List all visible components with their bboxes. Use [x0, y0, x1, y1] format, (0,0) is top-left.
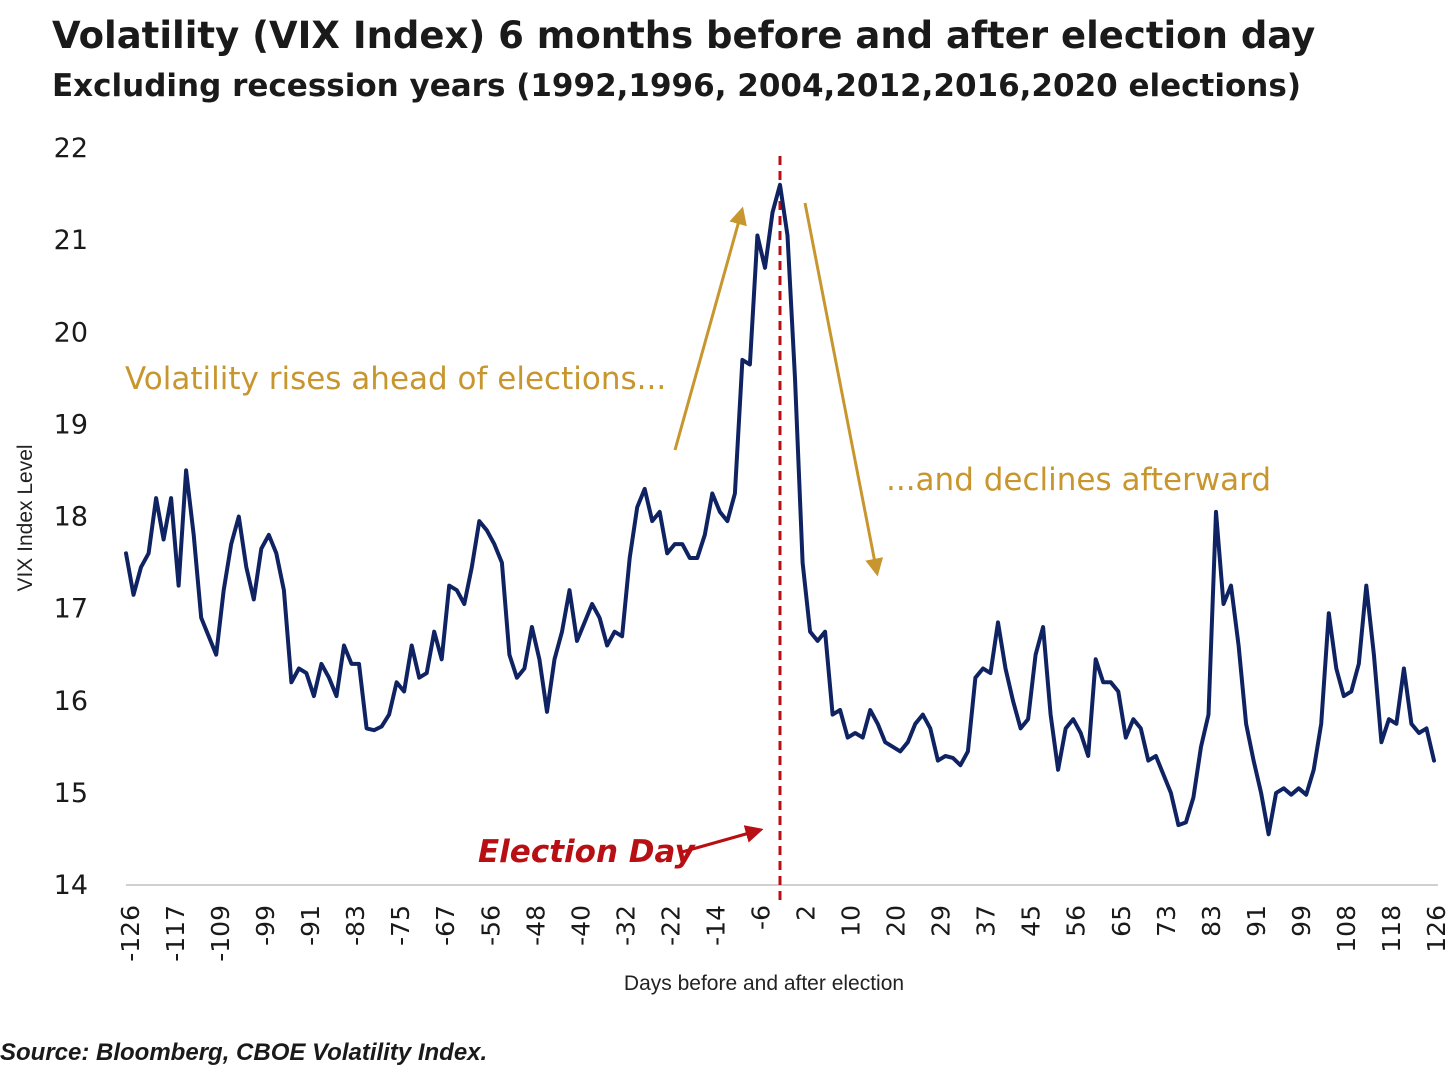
rise-arrow [673, 206, 747, 451]
x-tick-label: -75 [386, 905, 415, 946]
annotation-decline: ...and declines afterward [886, 462, 1271, 498]
y-tick-label: 21 [54, 225, 88, 256]
decline-arrow [803, 202, 884, 577]
x-tick-label: -91 [296, 905, 325, 946]
y-tick-label: 16 [54, 686, 88, 717]
x-tick-label: 118 [1377, 905, 1406, 953]
x-tick-label: 29 [927, 905, 956, 937]
annotation-election-day: Election Day [478, 834, 697, 870]
x-tick-label: -83 [341, 905, 370, 946]
vix-series-line [124, 182, 1436, 837]
x-tick-label: -67 [431, 905, 460, 946]
election-day-arrow [681, 825, 764, 854]
x-tick-label: 37 [972, 905, 1001, 937]
x-tick-label: 10 [837, 905, 866, 937]
x-tick-label: 73 [1152, 905, 1181, 937]
x-tick-label: -6 [746, 905, 775, 930]
chart-title: Volatility (VIX Index) 6 months before a… [52, 14, 1315, 57]
x-tick-label: 2 [792, 905, 821, 921]
y-tick-label: 14 [54, 870, 88, 901]
source-note: Source: Bloomberg, CBOE Volatility Index… [0, 1039, 487, 1066]
y-tick-label: 19 [54, 409, 88, 440]
x-tick-label: -99 [251, 905, 280, 946]
x-tick-label: 56 [1062, 905, 1091, 937]
x-tick-label: 20 [882, 905, 911, 937]
x-tick-label: -117 [161, 905, 190, 962]
annotation-rise: Volatility rises ahead of elections... [125, 361, 666, 397]
x-tick-label: -14 [701, 905, 730, 946]
x-tick-label: -56 [476, 905, 505, 946]
x-tick-label: 108 [1332, 905, 1361, 953]
x-tick-label: 99 [1287, 905, 1316, 937]
x-tick-label: 126 [1422, 905, 1451, 953]
x-axis-label: Days before and after election [624, 972, 904, 995]
x-tick-label: -109 [206, 905, 235, 962]
y-tick-label: 15 [54, 778, 88, 809]
x-tick-label: -32 [611, 905, 640, 946]
x-tick-label: 45 [1017, 905, 1046, 937]
x-tick-label: -126 [116, 905, 145, 962]
y-axis-ticks: 22 21 20 19 18 17 16 15 14 [54, 133, 88, 901]
x-axis-ticks: -126 -117 -109 -99 -91 -83 -75 -67 -56 -48 -40 -32-… [116, 905, 1451, 962]
y-tick-label: 18 [54, 502, 88, 533]
x-tick-label: -40 [566, 905, 595, 946]
x-tick-label: 83 [1197, 905, 1226, 937]
y-tick-label: 17 [54, 594, 88, 625]
y-tick-label: 22 [54, 133, 88, 164]
x-tick-label: -22 [656, 905, 685, 946]
y-tick-label: 20 [54, 317, 88, 348]
chart-subtitle: Excluding recession years (1992,1996, 20… [52, 68, 1301, 104]
y-axis-label: VIX Index Level [14, 444, 37, 591]
x-tick-label: 65 [1107, 905, 1136, 937]
x-tick-label: -48 [521, 905, 550, 946]
x-tick-label: 91 [1242, 905, 1271, 937]
